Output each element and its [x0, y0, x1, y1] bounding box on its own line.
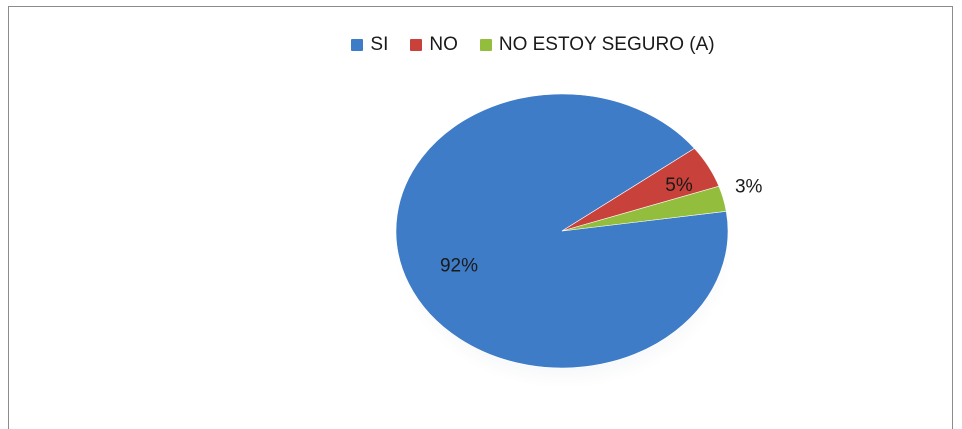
pie-slice-no-seguro	[561, 185, 727, 232]
legend-swatch-no	[410, 39, 423, 51]
legend-item-no-seguro: NO ESTOY SEGURO (A)	[479, 34, 715, 56]
legend-label-no-seguro: NO ESTOY SEGURO (A)	[498, 34, 715, 55]
legend-item-si: SI	[351, 34, 388, 56]
pie-label-no-seguro: 3%	[735, 177, 763, 198]
legend-swatch-si	[351, 39, 364, 51]
legend-label-no: NO	[429, 34, 458, 55]
chart-legend: SI NO NO ESTOY SEGURO (A)	[52, 34, 962, 56]
legend-swatch-no-seguro	[479, 39, 492, 51]
pie-label-no: 5%	[665, 175, 693, 196]
legend-item-no: NO	[410, 34, 458, 56]
legend-label-si: SI	[370, 34, 389, 55]
pie-label-si: 92%	[440, 256, 478, 277]
